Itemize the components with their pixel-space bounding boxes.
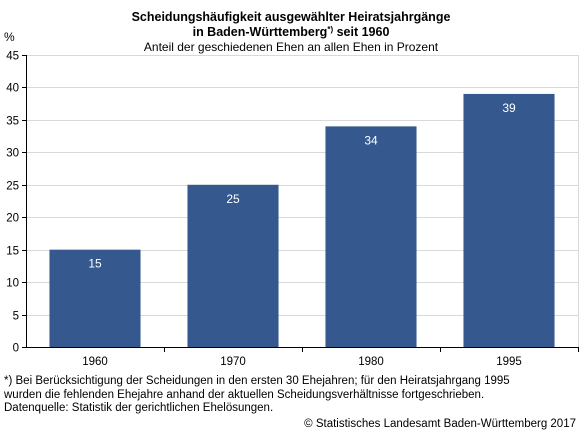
- chart-title-tail: seit 1960: [333, 25, 390, 39]
- x-tick-label-1980: 1980: [358, 356, 384, 368]
- chart-title: Scheidungshäufigkeit ausgewählter Heirat…: [0, 10, 582, 40]
- x-tick-label-1995: 1995: [496, 356, 522, 368]
- chart-title-footnote-mark: *): [327, 25, 334, 34]
- chart-title-block: Scheidungshäufigkeit ausgewählter Heirat…: [0, 10, 582, 55]
- y-tick-label-25: 25: [6, 181, 19, 193]
- y-tick-label-20: 20: [6, 213, 19, 225]
- y-tick-label-35: 35: [6, 116, 19, 128]
- y-axis: 0 5 10 15 20 25 30 35 40 45: [6, 51, 27, 355]
- chart-subtitle: Anteil der geschiedenen Ehen an allen Eh…: [143, 40, 439, 54]
- bar-1970: [187, 184, 279, 347]
- y-tick-label-10: 10: [6, 278, 19, 290]
- y-tick-label-40: 40: [6, 83, 19, 95]
- footnote-line-3: Datenquelle: Statistik der gerichtlichen…: [4, 402, 274, 414]
- x-tick-label-1970: 1970: [220, 356, 246, 368]
- bar-1980: [325, 126, 417, 347]
- bar-label-1980: 34: [364, 133, 378, 147]
- chart-title-line2: in Baden-Württemberg: [192, 25, 328, 39]
- y-tick-label-5: 5: [13, 311, 19, 323]
- x-axis: 1960 1970 1980 1995: [26, 347, 579, 368]
- y-axis-unit-label: %: [4, 30, 15, 44]
- chart-title-line1: Scheidungshäufigkeit ausgewählter Heirat…: [131, 10, 451, 24]
- footnote: *) Bei Berücksichtigung der Scheidungen …: [4, 375, 578, 416]
- bar-1960: [49, 249, 141, 347]
- bars: 15 25 34 39: [49, 93, 555, 347]
- bar-1995: [463, 93, 555, 347]
- bar-label-1960: 15: [88, 257, 102, 271]
- y-tick-label-0: 0: [13, 343, 19, 355]
- y-tick-label-30: 30: [6, 148, 19, 160]
- footnote-line-2: wurden die fehlenden Ehejahre anhand der…: [4, 388, 485, 401]
- x-tick-label-1960: 1960: [82, 356, 108, 368]
- footnote-line-1: *) Bei Berücksichtigung der Scheidungen …: [4, 375, 510, 387]
- bar-label-1995: 39: [502, 101, 516, 115]
- y-tick-label-15: 15: [6, 246, 19, 258]
- copyright: © Statistisches Landesamt Baden-Württemb…: [304, 418, 576, 430]
- y-tick-label-45: 45: [6, 51, 19, 63]
- bar-chart: 0 5 10 15 20 25 30 35 40 45 15 25 34 39 1960 1970 1980…: [6, 51, 579, 368]
- bar-label-1970: 25: [226, 192, 240, 206]
